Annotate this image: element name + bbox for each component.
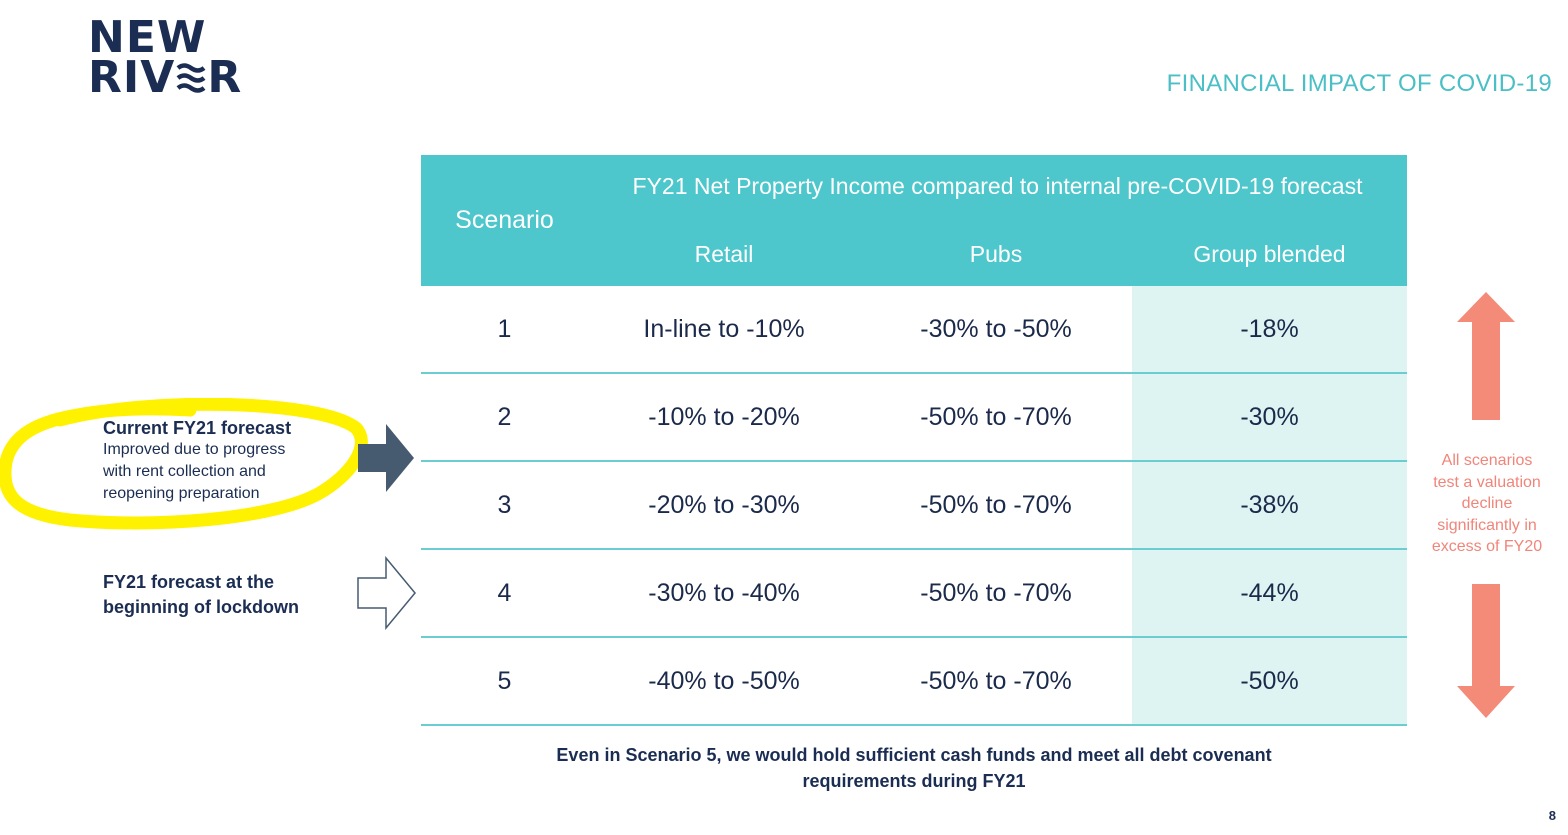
wave-e-icon [176, 62, 206, 94]
cell-blended: -18% [1132, 286, 1407, 372]
table-row: 1 In-line to -10% -30% to -50% -18% [421, 286, 1407, 374]
cell-pubs: -50% to -70% [920, 402, 1072, 431]
scenario-table: Scenario FY21 Net Property Income compar… [421, 155, 1407, 726]
header-pubs: Pubs [969, 241, 1023, 267]
highlight-marker-circle [0, 398, 368, 530]
current-forecast-sub-2: with rent collection and [103, 463, 266, 480]
valuation-note: All scenarios test a valuation decline s… [1420, 450, 1554, 558]
cell-retail: -40% to -50% [648, 666, 800, 695]
header-group-blended: Group blended [1193, 241, 1346, 267]
page-number: 8 [1548, 808, 1556, 823]
cell-pubs: -50% to -70% [920, 490, 1072, 519]
arrow-down-icon [1457, 584, 1515, 718]
table-row: 3 -20% to -30% -50% to -70% -38% [421, 462, 1407, 550]
cell-scenario: 1 [497, 314, 512, 343]
footnote: Even in Scenario 5, we would hold suffic… [421, 742, 1407, 794]
valuation-note-line-2: test a valuation [1433, 473, 1541, 491]
outline-arrow-right-icon [357, 556, 416, 630]
cell-retail: -10% to -20% [648, 402, 800, 431]
cell-pubs: -50% to -70% [920, 666, 1072, 695]
header-group-title: FY21 Net Property Income compared to int… [632, 173, 1363, 199]
header-scenario: Scenario [455, 206, 554, 234]
cell-pubs: -50% to -70% [920, 578, 1072, 607]
lockdown-forecast-label: FY21 forecast at the beginning of lockdo… [103, 570, 353, 620]
current-forecast-sub-3: reopening preparation [103, 485, 260, 502]
header-retail: Retail [694, 241, 754, 267]
cell-retail: -20% to -30% [648, 490, 800, 519]
cell-blended: -44% [1132, 550, 1407, 636]
arrow-up-icon [1457, 292, 1515, 420]
footnote-line-1: Even in Scenario 5, we would hold suffic… [556, 745, 1272, 765]
footnote-line-2: requirements during FY21 [802, 771, 1026, 791]
logo-line-2-end: R [207, 52, 243, 103]
cell-scenario: 3 [497, 490, 512, 519]
cell-retail: -30% to -40% [648, 578, 800, 607]
lockdown-line-1: FY21 forecast at the [103, 572, 275, 592]
valuation-note-line-4: significantly in [1437, 516, 1537, 534]
table-row: 2 -10% to -20% -50% to -70% -30% [421, 374, 1407, 462]
table-row: 4 -30% to -40% -50% to -70% -44% [421, 550, 1407, 638]
valuation-note-line-5: excess of FY20 [1431, 538, 1543, 555]
cell-scenario: 5 [497, 666, 512, 695]
logo-line-1: NEW [88, 12, 207, 63]
table-header: Scenario FY21 Net Property Income compar… [421, 155, 1407, 286]
cell-retail: In-line to -10% [643, 314, 805, 343]
section-title: FINANCIAL IMPACT OF COVID-19 [1166, 70, 1552, 97]
valuation-note-line-3: decline [1461, 495, 1513, 512]
logo-line-2-start: RIV [88, 52, 176, 103]
cell-blended: -38% [1132, 462, 1407, 548]
cell-scenario: 4 [497, 578, 512, 607]
cell-pubs: -30% to -50% [920, 314, 1072, 343]
cell-scenario: 2 [497, 402, 512, 431]
logo-line-2: RIV R [88, 56, 248, 100]
valuation-note-line-1: All scenarios [1441, 452, 1533, 469]
filled-arrow-right-icon [358, 424, 414, 492]
lockdown-line-2: beginning of lockdown [103, 597, 299, 617]
current-forecast-label: Current FY21 forecast Improved due to pr… [103, 417, 343, 505]
cell-blended: -50% [1132, 638, 1407, 724]
current-forecast-title: Current FY21 forecast [103, 418, 292, 438]
table-row: 5 -40% to -50% -50% to -70% -50% [421, 638, 1407, 726]
cell-blended: -30% [1132, 374, 1407, 460]
newriver-logo: NEW RIV R [88, 12, 248, 104]
current-forecast-sub-1: Improved due to progress [103, 441, 286, 458]
